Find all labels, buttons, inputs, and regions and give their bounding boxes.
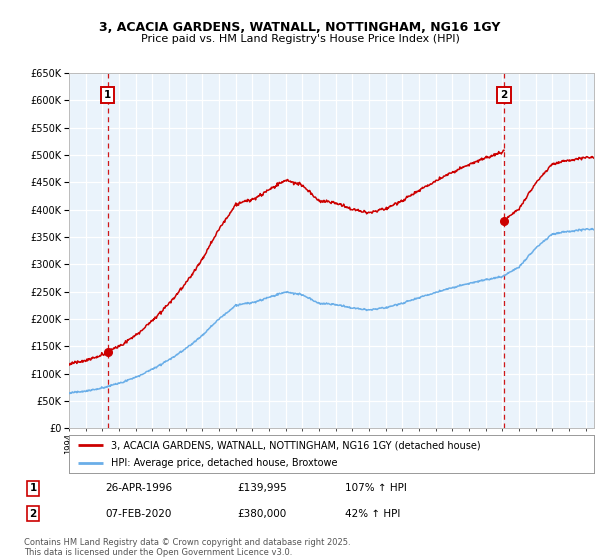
Text: Contains HM Land Registry data © Crown copyright and database right 2025.
This d: Contains HM Land Registry data © Crown c… <box>24 538 350 557</box>
Text: 3, ACACIA GARDENS, WATNALL, NOTTINGHAM, NG16 1GY: 3, ACACIA GARDENS, WATNALL, NOTTINGHAM, … <box>100 21 500 34</box>
Text: 1: 1 <box>29 483 37 493</box>
Text: HPI: Average price, detached house, Broxtowe: HPI: Average price, detached house, Brox… <box>111 458 337 468</box>
Text: £139,995: £139,995 <box>237 483 287 493</box>
Text: 42% ↑ HPI: 42% ↑ HPI <box>345 508 400 519</box>
Text: 2: 2 <box>29 508 37 519</box>
Text: 107% ↑ HPI: 107% ↑ HPI <box>345 483 407 493</box>
Text: 3, ACACIA GARDENS, WATNALL, NOTTINGHAM, NG16 1GY (detached house): 3, ACACIA GARDENS, WATNALL, NOTTINGHAM, … <box>111 440 481 450</box>
Text: 26-APR-1996: 26-APR-1996 <box>105 483 172 493</box>
Text: 2: 2 <box>500 90 508 100</box>
Text: Price paid vs. HM Land Registry's House Price Index (HPI): Price paid vs. HM Land Registry's House … <box>140 34 460 44</box>
Text: 07-FEB-2020: 07-FEB-2020 <box>105 508 172 519</box>
Text: £380,000: £380,000 <box>237 508 286 519</box>
Text: 1: 1 <box>104 90 111 100</box>
